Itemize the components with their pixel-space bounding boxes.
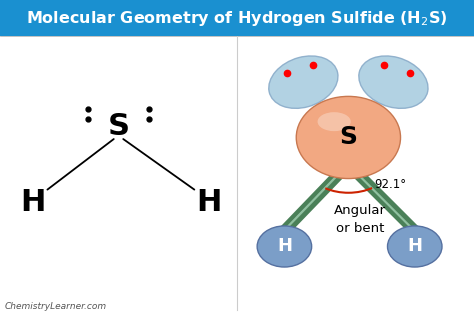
Text: S: S [339,125,357,149]
Ellipse shape [296,96,401,179]
Text: H: H [196,188,221,217]
Text: H: H [20,188,46,217]
Ellipse shape [359,56,428,108]
Ellipse shape [257,226,311,267]
Text: H: H [407,238,422,255]
Text: Angular
or bent: Angular or bent [334,204,386,235]
Text: ChemistryLearner.com: ChemistryLearner.com [5,302,107,311]
Text: Molecular Geometry of Hydrogen Sulfide (H$_2$S): Molecular Geometry of Hydrogen Sulfide (… [26,9,448,28]
Ellipse shape [387,226,442,267]
Text: 92.1°: 92.1° [374,178,407,191]
FancyBboxPatch shape [0,0,474,36]
Text: H: H [277,238,292,255]
Text: S: S [108,112,129,141]
Ellipse shape [318,112,351,131]
Ellipse shape [269,56,338,108]
